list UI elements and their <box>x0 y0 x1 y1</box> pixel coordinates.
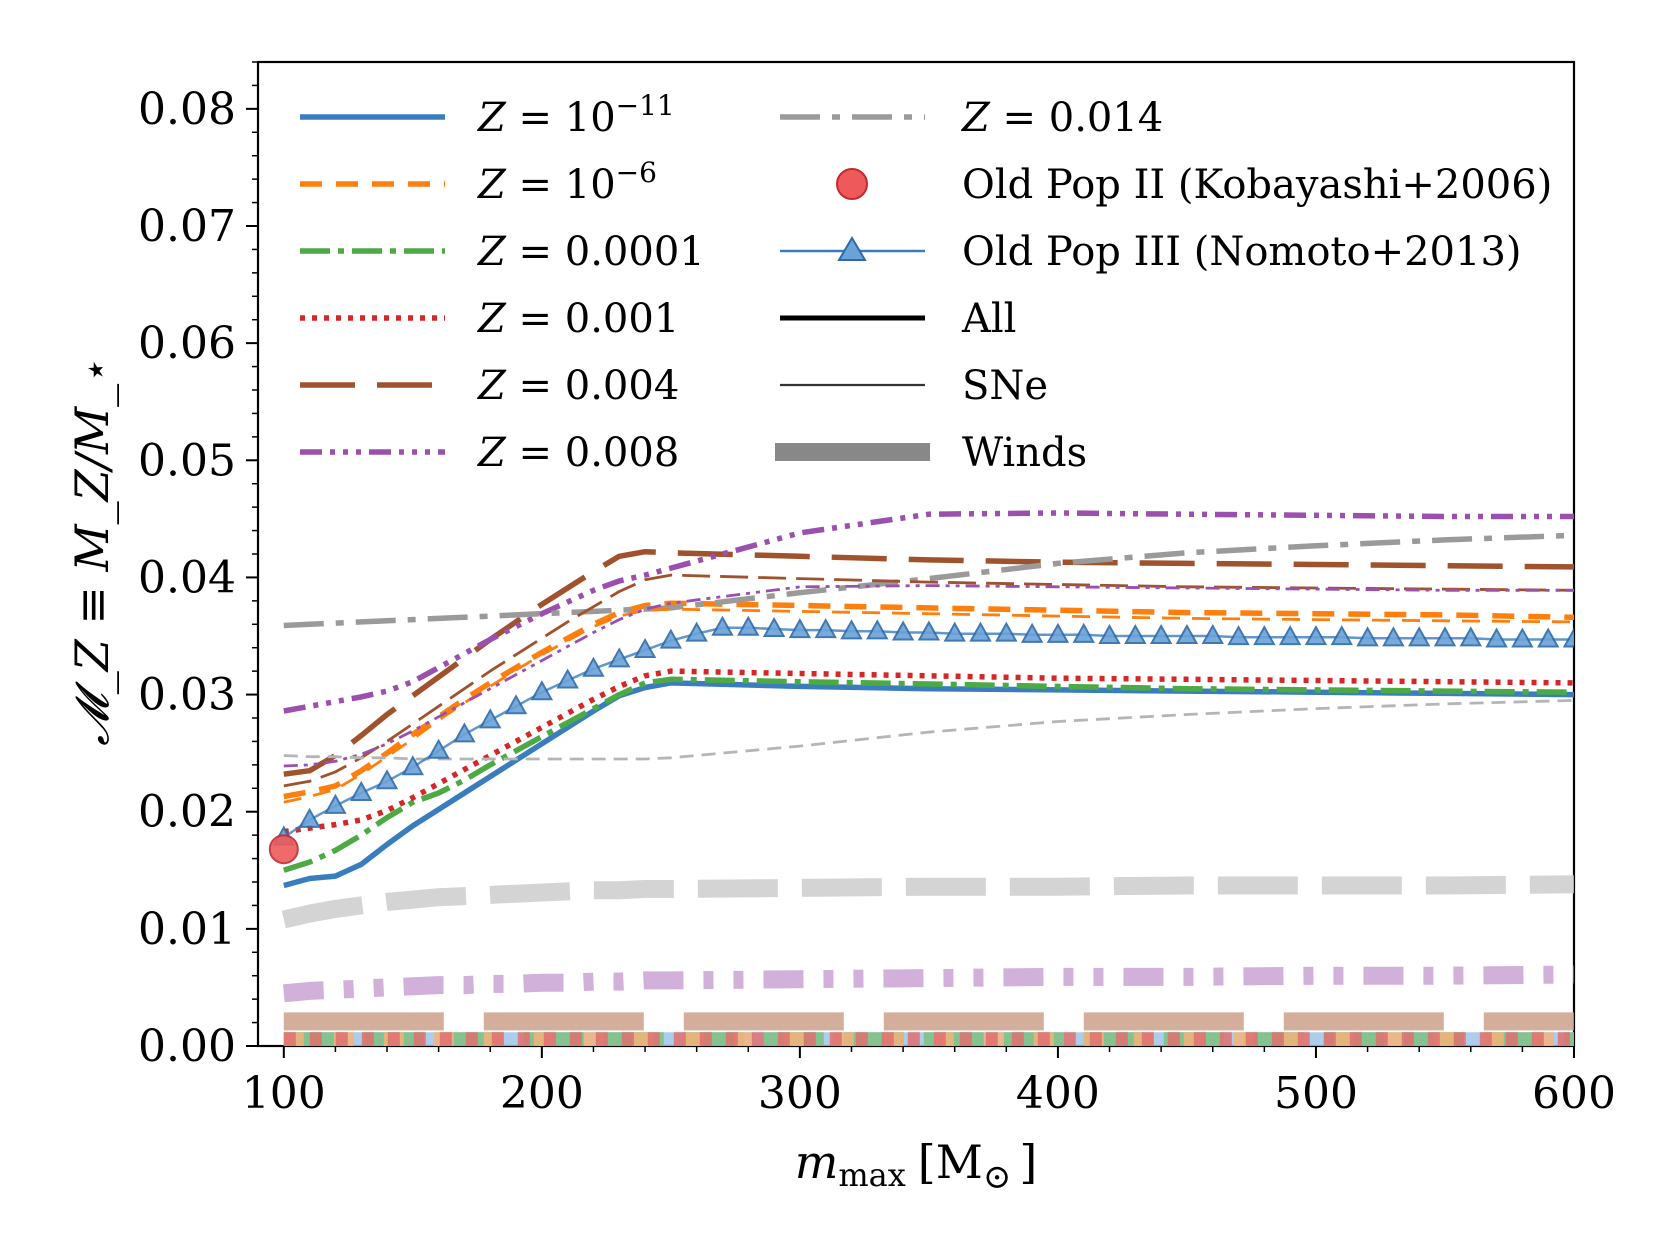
legend-label-4: Z = 0.004 <box>476 363 679 409</box>
pop3-marker <box>582 656 605 677</box>
y-tick-label: 0.05 <box>138 435 236 486</box>
pop3-marker <box>556 668 579 689</box>
pop3-marker <box>479 708 502 729</box>
pop3-marker <box>1072 622 1095 643</box>
series-line-10 <box>283 699 1574 761</box>
pop3-marker <box>788 618 812 639</box>
legend-pop3-marker <box>837 236 867 261</box>
x-tick-label: 300 <box>758 1068 842 1119</box>
pop3-marker <box>453 722 476 743</box>
pop3-marker <box>530 680 554 701</box>
series-layer <box>281 510 1574 1046</box>
pop3-marker <box>375 769 399 790</box>
pop3-marker <box>685 621 708 642</box>
pop3-marker <box>1511 627 1534 648</box>
pop3-marker <box>1356 626 1379 647</box>
y-tick-label: 0.02 <box>138 787 236 838</box>
x-tick-label: 200 <box>500 1068 584 1119</box>
pop3-marker <box>324 793 347 814</box>
pop3-marker <box>633 638 657 659</box>
legend-label-col2-4: SNe <box>962 363 1048 409</box>
y-axis-label: 𝓜_Z ≡ M_Z/M_⋆ <box>65 361 119 746</box>
pop3-marker <box>840 619 863 640</box>
pop3-marker <box>866 619 889 640</box>
legend-pop2-marker <box>836 168 868 200</box>
pop3-marker <box>1046 622 1070 643</box>
y-tick-label: 0.06 <box>138 318 236 369</box>
pop3-marker <box>504 694 528 715</box>
pop3-marker <box>608 647 631 668</box>
x-tick-label: 500 <box>1274 1068 1358 1119</box>
legend-label-col2-2: Old Pop III (Nomoto+2013) <box>962 229 1522 275</box>
pop3-marker <box>762 616 786 637</box>
pop3-marker <box>401 755 425 776</box>
legend: Z = 10−11 Z = 10−6 Z = 0.0001 Z = 0.001 Z = … <box>300 89 1552 476</box>
y-tick-label: 0.00 <box>138 1021 236 1072</box>
pop3-marker <box>350 780 373 801</box>
pop3-marker <box>1175 623 1199 644</box>
pop3-marker <box>943 621 966 642</box>
axis-layer: 100 200 300 400 500 600 0.00 0.01 0.02 0.03 0.04 0.… <box>138 61 1616 1119</box>
series-line-1 <box>283 600 1574 800</box>
series-line-9 <box>283 584 1574 768</box>
series-line-8 <box>283 573 1574 788</box>
pop3-marker <box>1459 626 1482 647</box>
legend-label-2: Z = 0.0001 <box>476 229 705 275</box>
pop3-marker <box>1149 623 1173 644</box>
legend-label-3: Z = 0.001 <box>476 296 679 342</box>
y-tick-label: 0.03 <box>138 670 236 721</box>
x-tick-label: 400 <box>1016 1068 1100 1119</box>
pop3-marker <box>659 628 683 649</box>
pop3-marker <box>1278 625 1302 646</box>
pop3-marker <box>1253 625 1276 646</box>
pop3-marker <box>814 618 837 639</box>
pop3-marker <box>891 620 915 641</box>
pop3-marker <box>427 738 450 759</box>
pop3-marker <box>969 621 992 642</box>
y-tick-label: 0.08 <box>138 84 236 135</box>
legend-label-col2-5: Winds <box>962 430 1087 476</box>
pop3-marker <box>711 615 734 636</box>
pop3-marker <box>1407 626 1431 647</box>
series-line-6 <box>283 532 1574 629</box>
legend-label-col2-3: All <box>961 296 1016 342</box>
y-tick-label: 0.04 <box>138 552 236 603</box>
legend-label-0: Z = 10−11 <box>476 89 675 141</box>
pop3-marker <box>1485 627 1508 648</box>
series-line-3 <box>283 668 1574 835</box>
legend-label-1: Z = 10−6 <box>476 156 657 208</box>
x-axis-label: mmax [M⊙] <box>795 1135 1038 1197</box>
pop3-marker <box>298 807 321 828</box>
series-line-0 <box>283 680 1574 889</box>
pop3-marker <box>1536 627 1560 648</box>
pop3-marker <box>1330 625 1353 646</box>
pop3-marker <box>1098 623 1121 644</box>
legend-label-col2-0: Z = 0.014 <box>960 95 1163 141</box>
pop3-marker <box>737 615 760 636</box>
marker-layer <box>268 615 1574 865</box>
series-line-11 <box>281 875 1574 929</box>
pop3-marker <box>1201 623 1224 644</box>
pop3-marker <box>1433 626 1457 647</box>
pop3-marker <box>1304 625 1328 646</box>
series-line-12 <box>282 965 1574 1003</box>
y-tick-label: 0.01 <box>138 904 236 955</box>
x-tick-label: 100 <box>242 1068 326 1119</box>
pop3-marker <box>1382 626 1405 647</box>
legend-label-5: Z = 0.008 <box>476 430 679 476</box>
series-line-7 <box>283 607 1574 804</box>
series-line-2 <box>282 676 1574 873</box>
pop3-marker <box>1562 627 1574 648</box>
pop3-marker <box>1020 622 1044 643</box>
pop3-marker <box>1124 623 1147 644</box>
pop3-marker <box>995 621 1018 642</box>
series-line-5 <box>283 510 1574 714</box>
legend-label-col2-1: Old Pop II (Kobayashi+2006) <box>962 162 1552 208</box>
pop3-marker <box>1227 625 1250 646</box>
y-tick-label: 0.07 <box>138 201 236 252</box>
pop3-marker <box>917 620 941 641</box>
pop2-marker <box>268 834 299 865</box>
x-tick-label: 600 <box>1532 1068 1616 1119</box>
